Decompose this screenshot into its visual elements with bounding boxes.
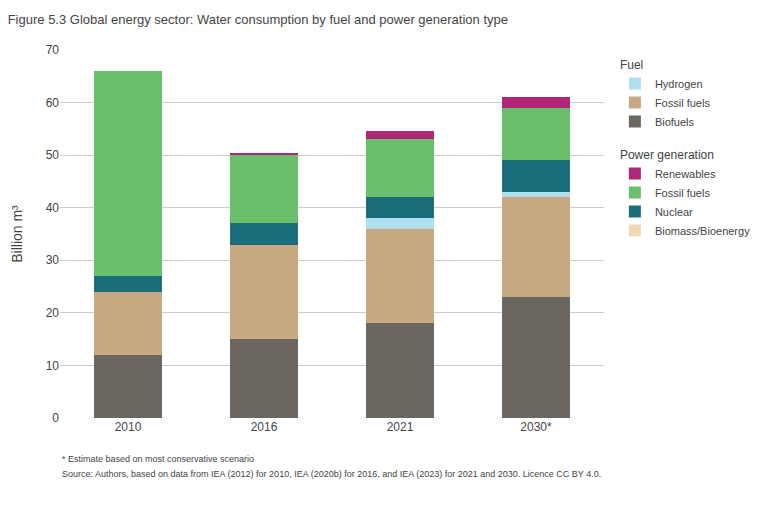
svg-text:40: 40 bbox=[46, 201, 60, 215]
svg-text:70: 70 bbox=[46, 43, 60, 57]
svg-text:2030*: 2030* bbox=[520, 420, 552, 434]
svg-text:0: 0 bbox=[52, 411, 59, 425]
svg-text:Biofuels: Biofuels bbox=[655, 116, 695, 128]
svg-text:Source: Authors, based on data: Source: Authors, based on data from IEA … bbox=[62, 469, 601, 479]
svg-text:Figure 5.3 Global energy secto: Figure 5.3 Global energy sector: Water c… bbox=[8, 12, 508, 27]
svg-text:Billion m³: Billion m³ bbox=[9, 205, 25, 263]
svg-text:2010: 2010 bbox=[115, 420, 142, 434]
svg-text:Biomass/Bioenergy: Biomass/Bioenergy bbox=[655, 225, 750, 237]
svg-text:Power generation: Power generation bbox=[620, 148, 714, 162]
svg-text:60: 60 bbox=[46, 96, 60, 110]
svg-text:Hydrogen: Hydrogen bbox=[655, 78, 703, 90]
svg-text:Fossil fuels: Fossil fuels bbox=[655, 97, 711, 109]
svg-text:2016: 2016 bbox=[251, 420, 278, 434]
svg-text:Fossil fuels: Fossil fuels bbox=[655, 187, 711, 199]
svg-text:30: 30 bbox=[46, 253, 60, 267]
svg-text:Nuclear: Nuclear bbox=[655, 206, 693, 218]
svg-text:20: 20 bbox=[46, 306, 60, 320]
svg-text:* Estimate based on most conse: * Estimate based on most conservative sc… bbox=[62, 454, 254, 464]
svg-text:Fuel: Fuel bbox=[620, 58, 643, 72]
svg-text:50: 50 bbox=[46, 148, 60, 162]
svg-text:Renewables: Renewables bbox=[655, 168, 716, 180]
svg-text:10: 10 bbox=[46, 359, 60, 373]
svg-text:2021: 2021 bbox=[387, 420, 414, 434]
